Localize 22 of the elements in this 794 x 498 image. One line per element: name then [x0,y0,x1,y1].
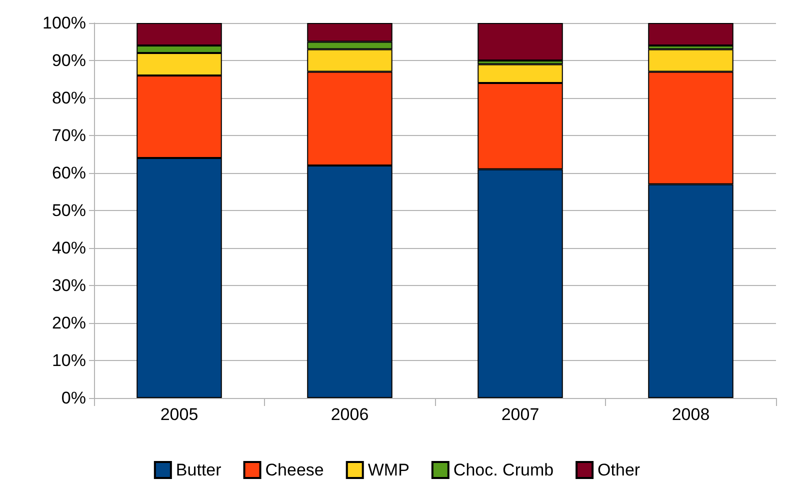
legend-label: Cheese [265,460,324,480]
y-tick-label: 20% [52,314,86,332]
y-tick-label: 10% [52,351,86,370]
x-tick-label: 2005 [160,405,198,424]
x-tick-label: 2008 [672,405,710,424]
x-tick-label: 2007 [501,405,540,424]
y-tick-label: 50% [52,201,86,220]
y-tick-label: 90% [52,51,86,70]
legend-label: Butter [176,460,222,480]
y-tick-label: 30% [52,276,86,295]
x-tick-label: 2006 [330,405,369,424]
y-tick-label: 60% [52,164,86,182]
y-tick-label: 80% [52,88,86,108]
y-tick-label: 0% [61,388,86,408]
legend-label: WMP [368,460,410,480]
y-tick-label: 100% [42,14,86,32]
y-tick-label: 70% [52,126,86,145]
legend-label: Other [598,460,640,480]
legend-label: Choc. Crumb [453,460,554,480]
bar [478,23,563,60]
y-tick-label: 40% [52,238,86,258]
bar [648,23,734,46]
